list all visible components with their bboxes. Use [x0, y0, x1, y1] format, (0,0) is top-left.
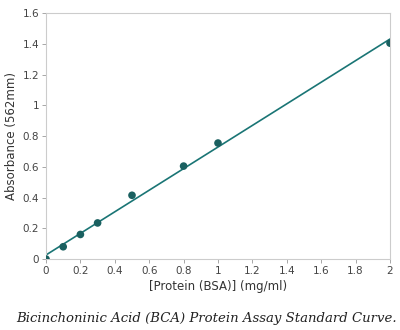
Point: [387, 41, 393, 46]
Point: [180, 163, 187, 169]
Y-axis label: Absorbance (562mm): Absorbance (562mm): [5, 72, 18, 200]
Point: [77, 232, 84, 237]
X-axis label: [Protein (BSA)] (mg/ml): [Protein (BSA)] (mg/ml): [149, 280, 287, 293]
Point: [60, 244, 66, 249]
Text: Bicinchoninic Acid (BCA) Protein Assay Standard Curve.: Bicinchoninic Acid (BCA) Protein Assay S…: [16, 312, 397, 325]
Point: [94, 220, 101, 226]
Point: [215, 140, 221, 146]
Point: [129, 193, 135, 198]
Point: [43, 256, 49, 262]
